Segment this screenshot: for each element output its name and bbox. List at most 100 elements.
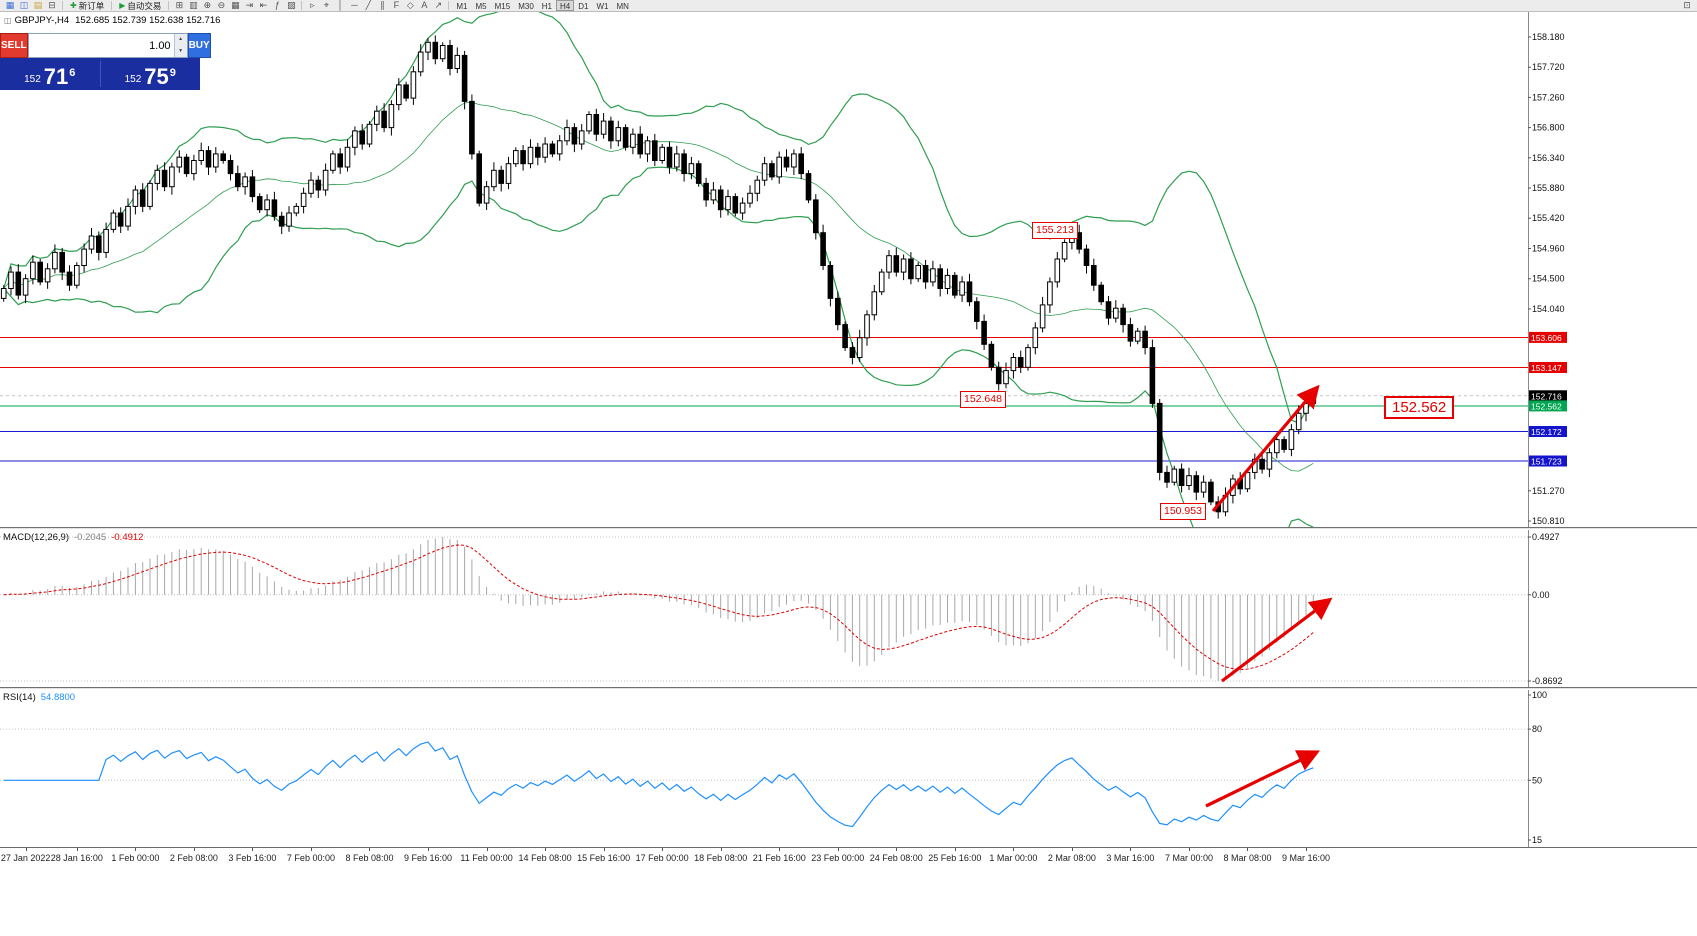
sell-button[interactable]: SELL (0, 33, 28, 58)
timeframe-button-mn[interactable]: MN (616, 2, 629, 11)
price-axis-label: 154.960 (1532, 244, 1565, 254)
lot-decrease-icon[interactable]: ▼ (174, 45, 187, 57)
timeframe-button-w1[interactable]: W1 (596, 2, 609, 11)
autotrading-button-label: 自动交易 (127, 0, 162, 11)
trend-arrow[interactable] (1221, 597, 1333, 683)
time-axis-label: 2 Feb 08:00 (169, 853, 218, 863)
arrows-icon[interactable]: ↗ (434, 0, 443, 10)
autotrading-button[interactable]: ▶ 自动交易 (115, 0, 165, 11)
vertical-line-icon[interactable]: │ (337, 0, 344, 10)
trendline-icon[interactable]: ╱ (365, 0, 372, 10)
terminal-icon[interactable]: ⊟ (48, 0, 56, 10)
rsi-canvas[interactable]: 100 80 50 15 (0, 690, 1697, 847)
market-watch-icon[interactable]: ▦ (5, 0, 15, 10)
time-axis-label: 28 Jan 16:00 (50, 853, 103, 863)
profiles-icon[interactable]: ▥ (189, 0, 198, 10)
macd-name: MACD(12,26,9) (3, 532, 69, 543)
time-tick (1130, 848, 1132, 851)
data-window-icon[interactable]: ◫ (19, 0, 29, 10)
time-axis-label: 25 Feb 16:00 (928, 853, 982, 863)
timeframe-button-h4[interactable]: H4 (556, 0, 575, 11)
bid-quote: 152 71 6 (0, 58, 100, 90)
price-callout[interactable]: 152.648 (960, 391, 1006, 408)
autotrading-icon: ▶ (119, 1, 126, 10)
time-axis-label: 3 Feb 16:00 (228, 853, 277, 863)
shapes-icon[interactable]: ◇ (406, 0, 414, 10)
horizontal-line-icon[interactable]: ─ (351, 0, 358, 10)
fullscreen-icon[interactable]: ⊡ (1683, 0, 1691, 10)
price-callout[interactable]: 152.562 (1384, 396, 1455, 419)
price-axis-box-label: 152.562 (1531, 401, 1562, 411)
crosshair-icon[interactable]: ⌖ (323, 0, 329, 10)
zoom-in-icon[interactable]: ⊕ (203, 0, 212, 10)
time-axis-label: 7 Feb 00:00 (286, 853, 335, 863)
time-axis[interactable]: 27 Jan 2022 28 Jan 16:00 1 Feb 00:00 2 Feb … (0, 847, 1697, 867)
price-axis-label: 157.260 (1532, 92, 1565, 102)
fibonacci-icon[interactable]: F (393, 0, 400, 10)
toolbar-separator (62, 1, 63, 10)
time-axis-label: 9 Mar 16:00 (1282, 853, 1331, 863)
price-axis-label: 155.420 (1532, 213, 1565, 223)
price-axis-label: 155.880 (1532, 183, 1565, 193)
price-callout[interactable]: 155.213 (1032, 222, 1078, 239)
lot-spinner[interactable]: ▲ ▼ (173, 34, 187, 57)
price-axis-label: 154.040 (1532, 304, 1565, 314)
time-axis-label: 15 Feb 16:00 (577, 853, 631, 863)
trend-arrow[interactable] (1205, 750, 1321, 808)
time-tick (1071, 848, 1073, 851)
time-axis-label: 8 Feb 08:00 (345, 853, 394, 863)
indicators-icon[interactable]: ƒ (274, 0, 280, 10)
lot-increase-icon[interactable]: ▲ (174, 34, 187, 46)
lot-size-input[interactable] (28, 34, 174, 57)
price-callout[interactable]: 150.953 (1160, 503, 1206, 520)
time-tick (779, 848, 781, 851)
timeframe-button-d1[interactable]: D1 (578, 2, 589, 11)
rsi-axis-label: 50 (1532, 775, 1542, 785)
channel-icon[interactable]: ∥ (380, 0, 385, 10)
new-chart-icon[interactable]: ⊞ (175, 0, 184, 10)
navigator-icon[interactable]: ▤ (33, 0, 43, 10)
rsi-axis-label: 80 (1532, 724, 1542, 734)
rsi-line (3, 741, 1314, 828)
time-tick (193, 848, 195, 851)
macd-panel[interactable]: 0.4927 0.00 -0.8692 MACD(12,26,9) -0.2045 -0… (0, 530, 1697, 687)
timeframe-button-m30[interactable]: M30 (518, 2, 534, 11)
new-order-button[interactable]: ✚ 新订单 (66, 0, 108, 11)
buy-button[interactable]: BUY (187, 33, 211, 58)
trend-arrow[interactable] (1211, 384, 1320, 513)
bollinger-bands (3, 12, 1314, 527)
time-tick (545, 848, 547, 851)
new-order-icon: ✚ (70, 1, 77, 10)
time-axis-label: 14 Feb 08:00 (518, 853, 572, 863)
tile-windows-icon[interactable]: ▦ (231, 0, 240, 10)
price-chart-canvas[interactable]: 158.180 157.720 157.260 156.800 156.340 155.8… (0, 12, 1697, 527)
quote-divider (99, 61, 101, 87)
zoom-out-icon[interactable]: ⊖ (217, 0, 226, 10)
rsi-axis[interactable]: 100 80 50 15 (1528, 690, 1547, 845)
text-icon[interactable]: A (421, 0, 428, 10)
macd-axis[interactable]: 0.4927 0.00 -0.8692 (1528, 532, 1563, 686)
rsi-panel[interactable]: 100 80 50 15 RSI(14) 54.8800 (0, 690, 1697, 847)
price-axis[interactable]: 158.180 157.720 157.260 156.800 156.340 155.8… (1528, 32, 1567, 526)
cursor-icon[interactable]: ▹ (310, 0, 315, 10)
price-axis-box-label: 152.716 (1531, 391, 1562, 401)
ask-prefix: 152 (124, 74, 142, 85)
panel-splitter[interactable] (0, 687, 1697, 690)
macd-canvas[interactable]: 0.4927 0.00 -0.8692 (0, 530, 1697, 687)
time-axis-label: 23 Feb 00:00 (811, 853, 865, 863)
time-axis-label: 24 Feb 08:00 (869, 853, 923, 863)
ask-point: 9 (169, 67, 176, 79)
timeframe-button-m15[interactable]: M15 (494, 2, 511, 11)
auto-scroll-icon[interactable]: ⇥ (245, 0, 254, 10)
price-chart-panel[interactable]: 158.180 157.720 157.260 156.800 156.340 155.8… (0, 12, 1697, 527)
panel-splitter[interactable] (0, 527, 1697, 530)
price-axis-label: 157.720 (1532, 62, 1565, 72)
timeframe-button-m5[interactable]: M5 (475, 2, 487, 11)
chart-shift-icon[interactable]: ⇤ (259, 0, 268, 10)
timeframe-button-h1[interactable]: H1 (541, 2, 552, 11)
templates-icon[interactable]: ▨ (287, 0, 296, 10)
timeframe-button-m1[interactable]: M1 (456, 2, 468, 11)
price-axis-label: 151.270 (1532, 486, 1565, 496)
toolbar-separator (448, 1, 450, 10)
